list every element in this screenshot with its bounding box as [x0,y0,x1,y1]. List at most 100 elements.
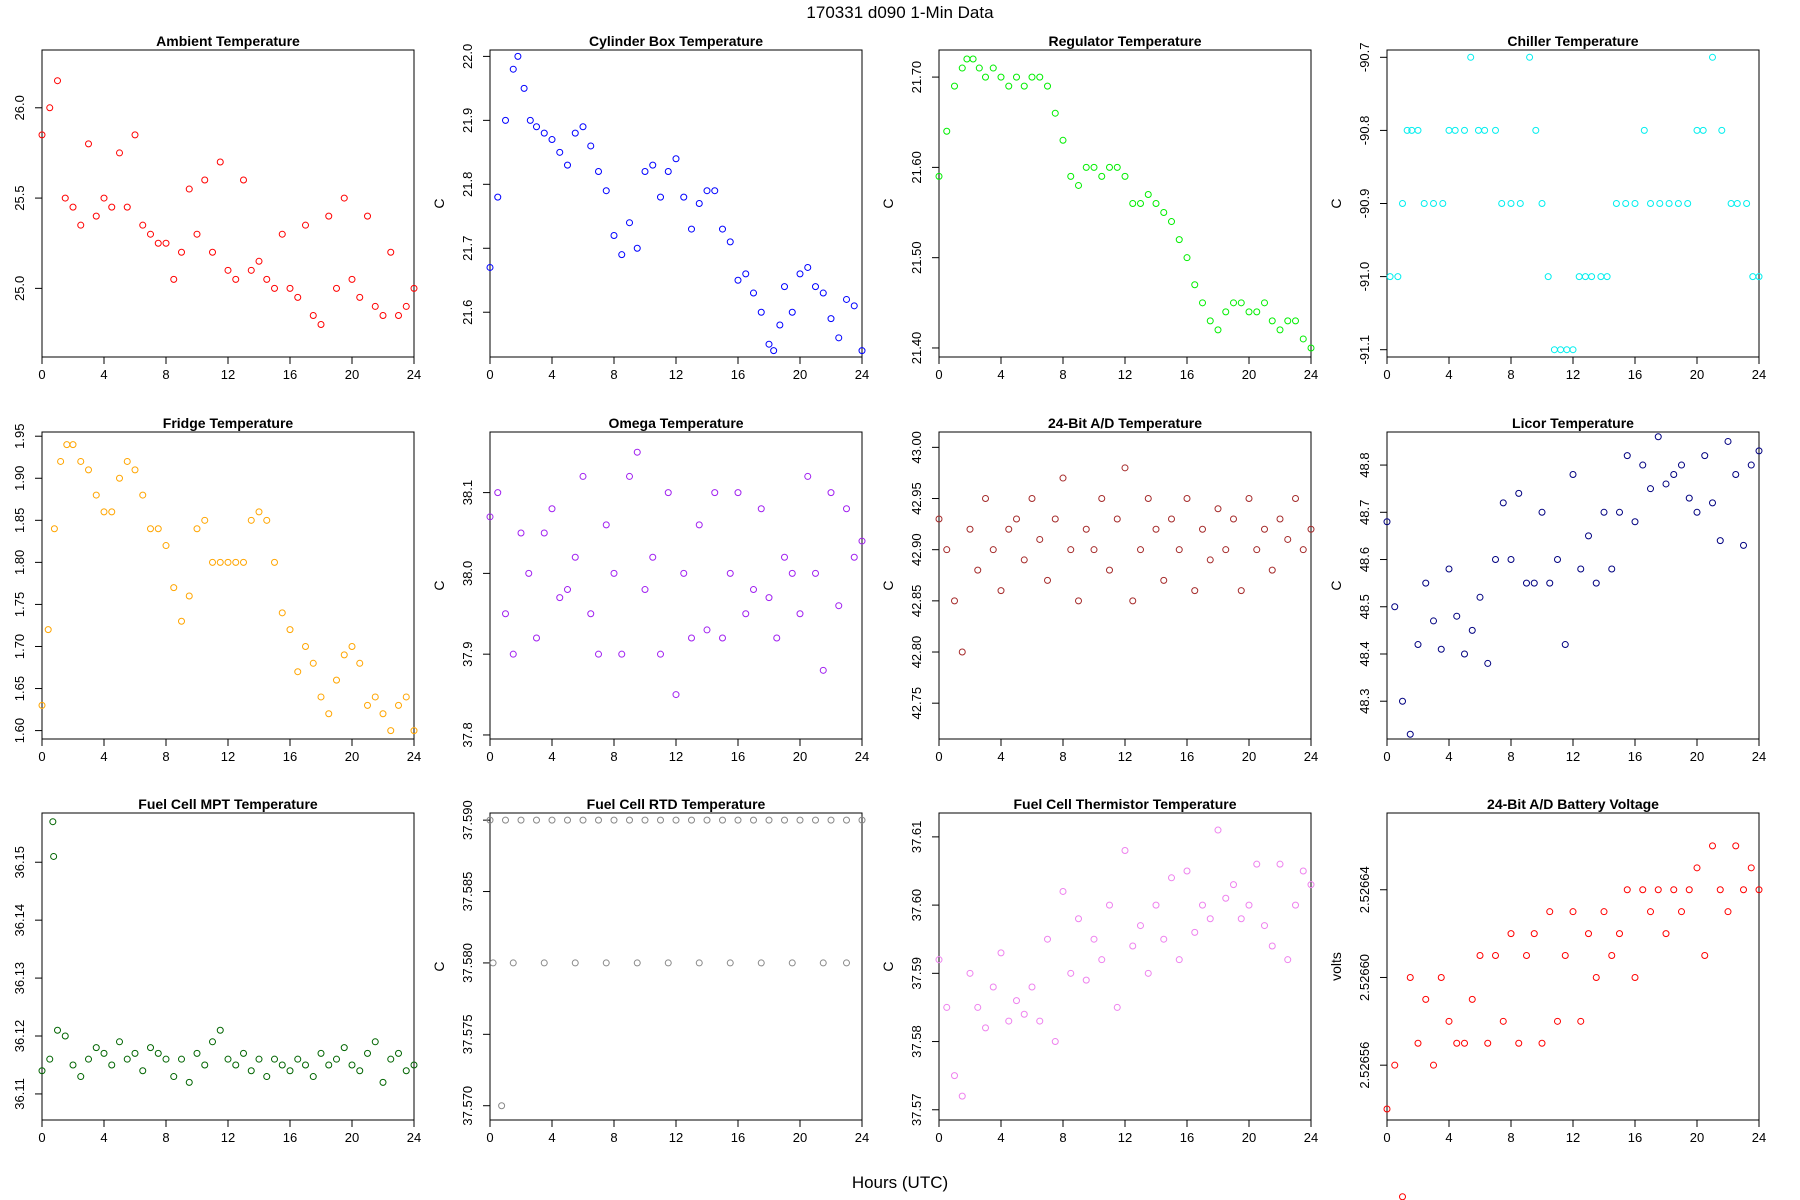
y-tick-label: 37.60 [909,889,924,922]
data-point [1755,447,1763,455]
data-point [703,816,711,824]
data-point [1059,887,1067,895]
data-point [1600,508,1608,516]
panel-11: Fuel Cell Thermistor Temperature C 0 4 8 12 16… [880,796,1318,1145]
data-point [302,1061,309,1069]
data-point [1654,886,1662,894]
data-point [100,1049,108,1057]
data-point [1592,973,1600,981]
x-tick-label: 16 [1180,367,1194,382]
data-point [1516,200,1524,207]
data-point [1662,930,1670,938]
data-point [1129,597,1137,605]
data-point [982,1024,989,1032]
data-point [1662,480,1670,488]
data-point [85,140,92,148]
data-point [178,617,185,625]
data-point [1507,930,1515,938]
data-point [1670,886,1678,894]
x-tick-label: 8 [610,749,617,764]
data-point [1439,200,1447,207]
data-point [664,168,672,176]
data-point [776,321,784,329]
panel-title: Regulator Temperature [1049,33,1202,49]
data-point [139,221,147,229]
data-point [271,1055,278,1063]
data-point [1386,273,1394,281]
data-point [240,558,247,566]
data-point [695,959,703,967]
data-point [703,626,711,634]
data-point [1036,1017,1044,1025]
data-point [1206,556,1214,564]
data-point [587,610,595,618]
data-point [1484,659,1492,667]
data-point [1245,901,1253,909]
data-point [1183,867,1191,875]
x-tick-label: 4 [1445,367,1452,382]
plot-frame [41,812,415,1121]
x-tick-label: 20 [345,367,359,382]
data-point [1554,1017,1561,1025]
data-point [486,513,494,521]
data-point [1430,200,1437,207]
data-point [108,203,116,211]
data-point [1724,437,1732,445]
x-tick-label: 4 [997,749,1004,764]
data-point [1044,576,1051,584]
data-point [1461,126,1468,134]
y-tick-label: 21.7 [460,236,475,261]
data-point [131,466,139,474]
x-tick-label: 8 [1059,749,1066,764]
panel-9: Fuel Cell MPT TemperatureC0481216202436.… [12,796,421,1145]
data-point [1538,200,1546,207]
data-point [1082,976,1090,984]
data-point [1175,956,1183,964]
plot-frame [938,431,1312,740]
data-point [486,263,494,271]
data-point [1082,163,1090,171]
data-point [494,489,502,497]
data-point [379,1078,387,1086]
data-point [92,212,100,220]
data-point [317,1049,325,1057]
data-point [974,566,982,574]
data-point [69,441,77,449]
y-axis-label: C [431,580,447,590]
data-point [154,239,162,247]
data-point [364,1049,371,1057]
x-tick-label: 24 [1752,749,1766,764]
data-point [395,701,402,709]
data-point [162,1055,170,1063]
data-point [564,161,571,169]
data-point [843,816,850,824]
panel-title: 24-Bit A/D Battery Voltage [1487,796,1659,812]
data-point [982,73,989,81]
data-point [294,1055,302,1063]
data-point [333,676,340,684]
data-point [1699,126,1707,134]
data-point [1020,82,1028,90]
data-point [278,1061,286,1069]
data-point [633,959,641,967]
data-point [486,816,494,824]
data-point [1268,942,1276,950]
data-point [781,283,788,291]
data-point [1307,881,1315,889]
x-tick-label: 8 [610,367,617,382]
data-point [379,710,387,718]
x-tick-label: 8 [1059,367,1066,382]
x-tick-label: 20 [1690,367,1704,382]
y-tick-label: 38.0 [460,561,475,586]
x-tick-label: 8 [162,367,169,382]
data-point [1292,495,1299,503]
x-tick-label: 4 [1445,1130,1452,1145]
data-point [742,270,750,278]
data-point [224,266,232,274]
data-point [1276,860,1284,868]
panel-title: Ambient Temperature [156,33,300,49]
x-tick-label: 16 [1628,749,1642,764]
data-point [602,959,610,967]
data-point [757,505,765,513]
